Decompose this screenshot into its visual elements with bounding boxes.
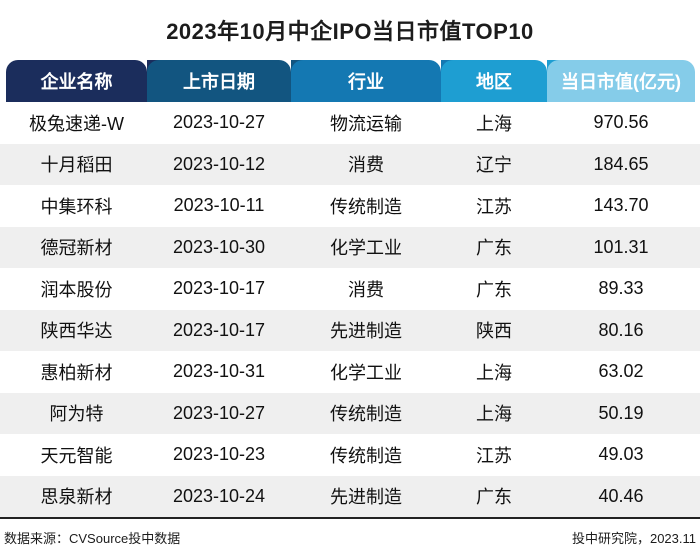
table-cell: 物流运输 <box>330 113 402 134</box>
table-row: 德冠新材 2023-10-30 化学工业 广东 101.31 <box>0 226 700 268</box>
table-cell: 63.02 <box>598 361 644 382</box>
table-cell: 江苏 <box>476 445 512 466</box>
column-header-market-value: 当日市值(亿元) <box>547 60 695 102</box>
table-cell: 广东 <box>476 487 512 508</box>
table-cell: 消费 <box>348 155 384 176</box>
table-row: 陕西华达 2023-10-17 先进制造 陕西 80.16 <box>0 309 700 351</box>
column-header-industry: 行业 <box>291 60 454 102</box>
table-cell: 40.46 <box>598 485 644 506</box>
table-header-row: 企业名称 上市日期 行业 地区 当日市值(亿元) <box>6 60 695 102</box>
table-cell: 传统制造 <box>330 445 402 466</box>
table-cell: 2023-10-12 <box>172 153 266 174</box>
table-row: 润本股份 2023-10-17 消费 广东 89.33 <box>0 268 700 310</box>
table-row: 十月稻田 2023-10-12 消费 辽宁 184.65 <box>0 143 700 185</box>
table-cell: 传统制造 <box>330 196 402 217</box>
table-cell: 2023-10-24 <box>172 485 266 506</box>
table-cell: 辽宁 <box>476 155 512 176</box>
column-header-listing-date: 上市日期 <box>147 60 304 102</box>
table-cell: 49.03 <box>598 444 644 465</box>
table-cell: 143.70 <box>593 195 649 216</box>
table-cell: 2023-10-30 <box>172 236 266 257</box>
table-cell: 阿为特 <box>49 404 104 425</box>
table-cell: 2023-10-17 <box>172 319 266 340</box>
table-cell: 江苏 <box>476 196 512 217</box>
table-cell: 先进制造 <box>330 487 402 508</box>
table-cell: 中集环科 <box>40 196 113 217</box>
table-cell: 89.33 <box>598 278 644 299</box>
table-cell: 传统制造 <box>330 404 402 425</box>
table-footer: 数据来源：CVSource投中数据 投中研究院，2023.11 <box>0 517 700 547</box>
table-cell: 2023-10-17 <box>172 278 266 299</box>
table-cell: 184.65 <box>593 153 649 174</box>
data-source-label: 数据来源：CVSource投中数据 <box>4 531 181 546</box>
table-cell: 2023-10-23 <box>172 444 266 465</box>
page-title: 2023年10月中企IPO当日市值TOP10 <box>166 19 534 44</box>
column-header-company: 企业名称 <box>6 60 160 102</box>
table-cell: 消费 <box>348 279 384 300</box>
table-cell: 上海 <box>476 113 512 134</box>
table-cell: 十月稻田 <box>40 155 113 176</box>
table-cell: 上海 <box>476 362 512 383</box>
table-cell: 德冠新材 <box>40 238 113 259</box>
table-cell: 化学工业 <box>330 238 402 259</box>
table-row: 惠柏新材 2023-10-31 化学工业 上海 63.02 <box>0 351 700 393</box>
table-cell: 化学工业 <box>330 362 402 383</box>
table-cell: 先进制造 <box>330 321 402 342</box>
table-cell: 101.31 <box>593 236 649 257</box>
table-cell: 广东 <box>476 238 512 259</box>
table-cell: 2023-10-31 <box>172 361 266 382</box>
column-header-region: 地区 <box>441 60 560 102</box>
table-body: 极兔速递-W 2023-10-27 物流运输 上海 970.56 十月稻田 2023-10-… <box>0 102 700 517</box>
table-cell: 思泉新材 <box>40 487 113 508</box>
table-cell: 2023-10-11 <box>173 195 265 216</box>
table-cell: 润本股份 <box>40 279 113 300</box>
table-row: 思泉新材 2023-10-24 先进制造 广东 40.46 <box>0 475 700 517</box>
table-cell: 陕西华达 <box>40 321 113 342</box>
table-cell: 广东 <box>476 279 512 300</box>
table-cell: 上海 <box>476 404 512 425</box>
table-cell: 50.19 <box>598 402 644 423</box>
table-row: 天元智能 2023-10-23 传统制造 江苏 49.03 <box>0 434 700 476</box>
table-cell: 惠柏新材 <box>40 362 113 383</box>
table-cell: 极兔速递-W <box>29 113 124 134</box>
table-row: 中集环科 2023-10-11 传统制造 江苏 143.70 <box>0 185 700 227</box>
table-cell: 陕西 <box>476 321 512 342</box>
table-cell: 2023-10-27 <box>172 402 266 423</box>
table-row: 极兔速递-W 2023-10-27 物流运输 上海 970.56 <box>0 102 700 144</box>
table-row: 阿为特 2023-10-27 传统制造 上海 50.19 <box>0 392 700 434</box>
table-cell: 80.16 <box>598 319 644 340</box>
table-cell: 2023-10-27 <box>172 112 266 133</box>
table-cell: 天元智能 <box>40 445 113 466</box>
credit-label: 投中研究院，2023.11 <box>571 531 696 546</box>
table-cell: 970.56 <box>593 112 649 133</box>
